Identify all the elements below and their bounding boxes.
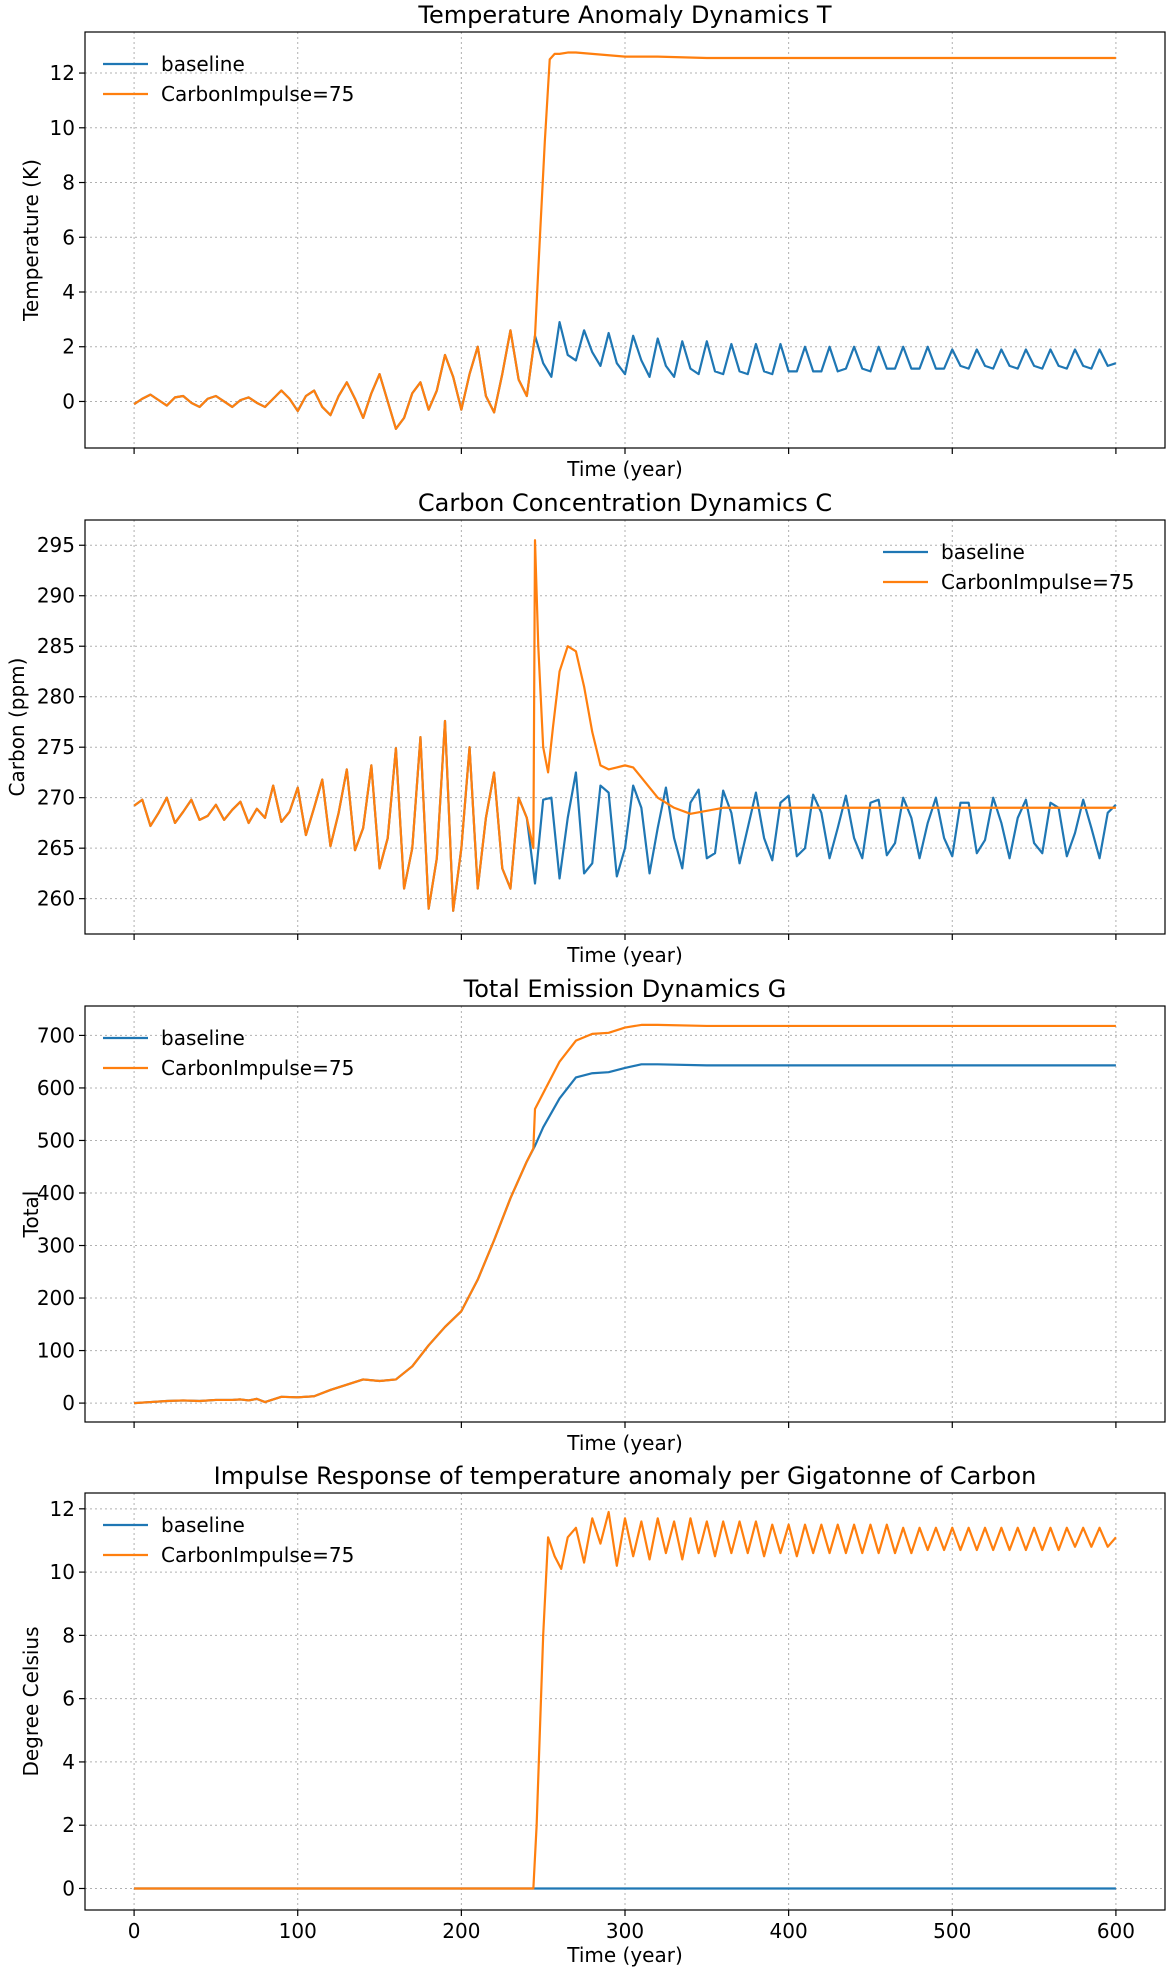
y-tick-label: 2: [62, 1813, 75, 1837]
x-tick-label: 300: [606, 1919, 644, 1943]
y-tick-label: 10: [50, 1560, 75, 1584]
y-tick-label: 6: [62, 1687, 75, 1711]
legend: baseline CarbonImpulse=75: [103, 1026, 354, 1080]
x-tick-label: 500: [933, 1919, 971, 1943]
legend-label-carbonimpulse-75: CarbonImpulse=75: [161, 1056, 354, 1080]
y-tick-label: 295: [37, 533, 75, 557]
series-line-carbonimpulse-75: [134, 1023, 1116, 1405]
y-tick-label: 10: [50, 116, 75, 140]
legend-label-baseline: baseline: [161, 1026, 245, 1050]
y-tick-label: 300: [37, 1234, 75, 1258]
chart-panel-4: 0 100 200 300 400 500 600 0 2 4 6 8 10 12 Impulse Resp…: [19, 1462, 1166, 1967]
chart-title: Total Emission Dynamics G: [463, 975, 787, 1003]
legend: baseline CarbonImpulse=75: [103, 52, 354, 106]
y-tick-label: 285: [37, 634, 75, 658]
y-tick-label: 275: [37, 735, 75, 759]
y-tick-label: 265: [37, 836, 75, 860]
y-axis-label: Temperature (K): [19, 159, 43, 322]
legend-label-carbonimpulse-75: CarbonImpulse=75: [161, 1543, 354, 1567]
x-tick-label: 100: [279, 1919, 317, 1943]
y-tick-label: 260: [37, 887, 75, 911]
y-tick-label: 12: [50, 1497, 75, 1521]
y-tick-label: 270: [37, 786, 75, 810]
series-line-carbonimpulse-75: [134, 1510, 1117, 1890]
chart-title: Carbon Concentration Dynamics C: [418, 489, 832, 517]
series-line-carbonimpulse-75: [133, 51, 1116, 430]
chart-panel-1: 0 2 4 6 8 10 12 Temperature Anomaly Dynamics T T…: [19, 1, 1166, 481]
y-tick-label: 0: [62, 1876, 75, 1900]
legend: baseline CarbonImpulse=75: [883, 540, 1134, 594]
chart-panel-3: 0 100 200 300 400 500 600 700 Total Emission Dyn…: [19, 975, 1166, 1455]
legend: baseline CarbonImpulse=75: [103, 1513, 354, 1567]
y-tick-label: 4: [62, 1750, 75, 1774]
legend-label-baseline: baseline: [161, 52, 245, 76]
y-tick-label: 290: [37, 584, 75, 608]
y-tick-label: 280: [37, 685, 75, 709]
legend-label-baseline: baseline: [941, 540, 1025, 564]
y-tick-label: 8: [62, 171, 75, 195]
chart-title: Temperature Anomaly Dynamics T: [417, 1, 832, 29]
legend-label-baseline: baseline: [161, 1513, 245, 1537]
y-tick-label: 500: [37, 1128, 75, 1152]
series-line-carbonimpulse-75: [133, 539, 1116, 912]
chart-panel-2: 260 265 270 275 280 285 290 295 Carbon Concentra…: [5, 489, 1166, 967]
y-tick-label: 600: [37, 1076, 75, 1100]
y-tick-label: 400: [37, 1181, 75, 1205]
y-axis-label: Degree Celsius: [19, 1626, 43, 1776]
x-axis-label: Time (year): [566, 457, 683, 481]
x-axis-label: Time (year): [566, 1431, 683, 1455]
y-tick-label: 700: [37, 1023, 75, 1047]
y-axis-label: Total: [19, 1191, 43, 1239]
x-tick-label: 0: [128, 1919, 141, 1943]
legend-label-carbonimpulse-75: CarbonImpulse=75: [941, 570, 1134, 594]
y-tick-label: 0: [62, 1391, 75, 1415]
x-axis-label: Time (year): [566, 943, 683, 967]
y-tick-label: 100: [37, 1339, 75, 1363]
x-tick-label: 400: [770, 1919, 808, 1943]
x-tick-label: 600: [1097, 1919, 1135, 1943]
chart-title: Impulse Response of temperature anomaly …: [214, 1462, 1037, 1490]
y-tick-label: 0: [62, 389, 75, 413]
x-axis-label: Time (year): [566, 1943, 683, 1967]
legend-label-carbonimpulse-75: CarbonImpulse=75: [161, 82, 354, 106]
y-tick-label: 12: [50, 61, 75, 85]
y-tick-label: 4: [62, 280, 75, 304]
y-tick-label: 2: [62, 335, 75, 359]
y-tick-label: 6: [62, 225, 75, 249]
y-tick-label: 200: [37, 1286, 75, 1310]
x-tick-label: 200: [442, 1919, 480, 1943]
y-tick-label: 8: [62, 1623, 75, 1647]
y-axis-label: Carbon (ppm): [5, 658, 29, 797]
